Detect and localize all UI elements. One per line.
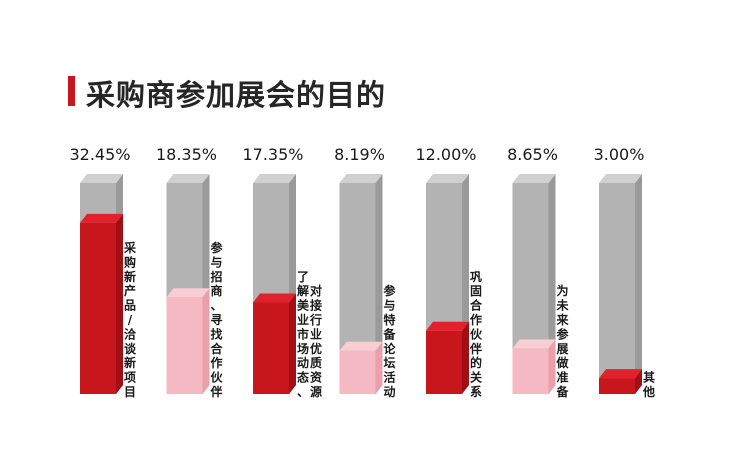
category-label: 参与招商、寻找合作伙伴: [209, 240, 223, 399]
bar-column: [512, 174, 556, 394]
bar-value: [80, 213, 123, 394]
value-label: 18.35%: [156, 145, 217, 164]
bar-column: [599, 174, 642, 394]
bar-value: [512, 339, 556, 394]
bar-value: [339, 341, 383, 394]
bar-value: [253, 293, 296, 394]
title-accent-bar: [68, 76, 75, 106]
value-label: 32.45%: [69, 145, 130, 164]
bar-column: [80, 174, 123, 394]
value-label: 3.00%: [594, 145, 645, 164]
category-label: 对接行业优质资源: [309, 283, 322, 399]
bar-column: [426, 174, 469, 394]
page-title: 采购商参加展会的目的: [86, 78, 387, 112]
bar-value: [166, 288, 210, 394]
value-label: 17.35%: [242, 145, 303, 164]
bar-value: [426, 321, 469, 394]
value-label: 8.65%: [507, 145, 558, 164]
category-label: 参与特备论坛活动: [382, 283, 396, 399]
bar-value: [599, 369, 642, 394]
bar-background: [339, 174, 383, 394]
category-label: 为未来参展做准备: [555, 283, 569, 399]
category-label: 巩固合作伙伴的关系: [469, 270, 483, 399]
bar-column: [166, 174, 210, 394]
bar-column: [339, 174, 383, 394]
category-label: 采购新产品/洽谈新项目: [123, 240, 137, 399]
value-label: 8.19%: [334, 145, 385, 164]
category-label: 其他: [642, 370, 655, 399]
bar-background: [599, 174, 642, 394]
category-label: 了解美业市场动态、: [297, 270, 310, 399]
bar-column: [253, 174, 296, 394]
value-label: 12.00%: [415, 145, 476, 164]
